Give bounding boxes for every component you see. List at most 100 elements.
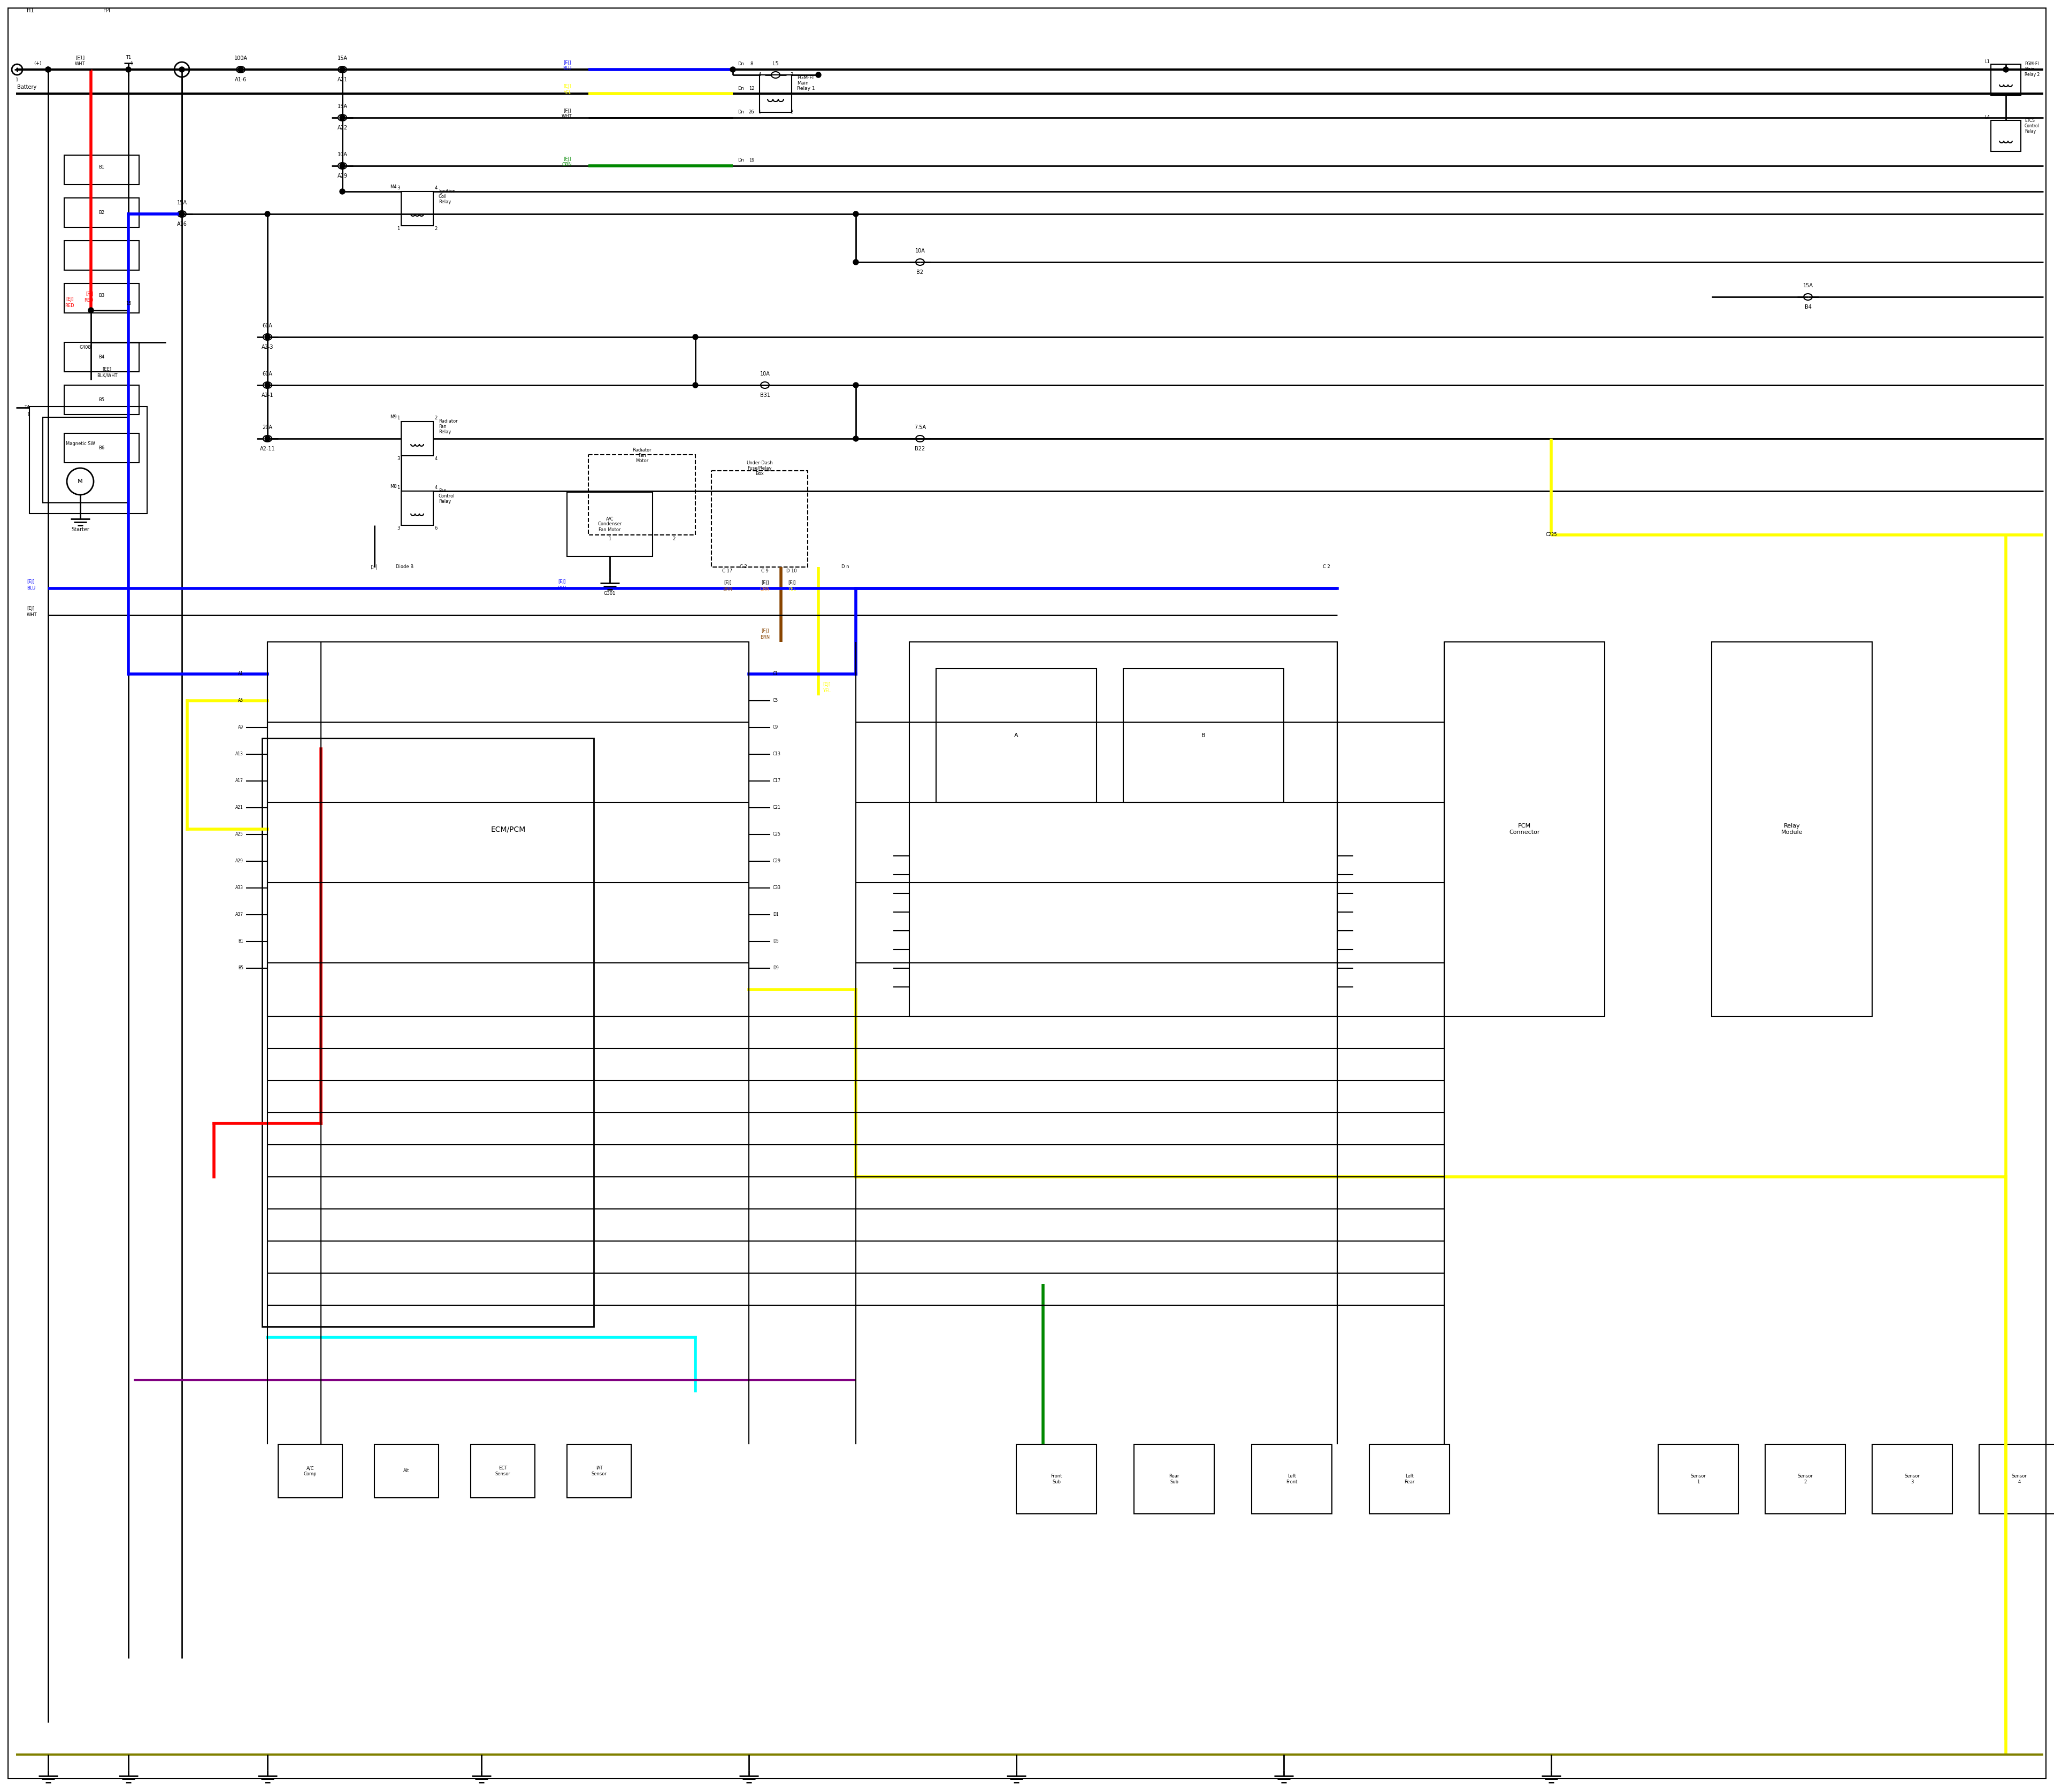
Text: Left
Rear: Left Rear — [1405, 1473, 1415, 1484]
Text: C25: C25 — [772, 831, 781, 837]
Bar — [1711, 642, 1871, 1016]
Text: [EE]: [EE] — [103, 367, 111, 371]
Bar — [64, 434, 140, 462]
Text: 1: 1 — [608, 538, 612, 541]
Text: BLU: BLU — [563, 66, 571, 72]
Text: BRN: BRN — [760, 634, 770, 640]
Circle shape — [692, 382, 698, 387]
Bar — [401, 421, 433, 455]
Text: B22: B22 — [914, 446, 924, 452]
Text: Under-Dash: Under-Dash — [746, 461, 772, 466]
Bar — [1370, 1444, 1450, 1514]
Text: 20A: 20A — [263, 425, 273, 430]
Text: 1: 1 — [758, 109, 760, 115]
Text: 10A: 10A — [337, 152, 347, 158]
Text: ETCS: ETCS — [2025, 118, 2036, 124]
Text: Relay: Relay — [440, 199, 452, 204]
Bar — [937, 668, 1097, 803]
Circle shape — [265, 335, 271, 340]
Text: 4: 4 — [435, 186, 438, 190]
Bar — [1251, 1444, 1331, 1514]
Text: IAT
Sensor: IAT Sensor — [592, 1466, 606, 1477]
Bar — [1990, 65, 2021, 95]
Text: Magnetic SW: Magnetic SW — [66, 441, 94, 446]
Text: C13: C13 — [772, 753, 781, 756]
Text: Radiator: Radiator — [440, 419, 458, 425]
Text: A1: A1 — [238, 672, 242, 676]
Text: 3: 3 — [396, 457, 401, 461]
Text: 1: 1 — [396, 226, 401, 231]
Text: B5: B5 — [99, 398, 105, 401]
Text: 15A: 15A — [337, 104, 347, 109]
Text: Sensor
2: Sensor 2 — [1797, 1473, 1814, 1484]
Text: C17: C17 — [772, 778, 781, 783]
Text: B2: B2 — [99, 210, 105, 215]
Text: A21: A21 — [337, 77, 347, 82]
Bar — [401, 192, 433, 226]
Text: Sensor
3: Sensor 3 — [1904, 1473, 1920, 1484]
Text: Front
Sub: Front Sub — [1052, 1473, 1062, 1484]
Text: A5: A5 — [238, 699, 242, 702]
Text: [EJ]: [EJ] — [563, 84, 571, 90]
Circle shape — [265, 382, 271, 387]
Circle shape — [45, 66, 51, 72]
Text: T1: T1 — [125, 56, 131, 61]
Text: 7.5A: 7.5A — [914, 425, 926, 430]
Text: C29: C29 — [772, 858, 781, 864]
Text: B3: B3 — [99, 294, 105, 303]
Text: [EJ]: [EJ] — [66, 297, 74, 303]
Bar — [263, 738, 594, 1326]
Text: (+): (+) — [33, 61, 41, 66]
Text: B1: B1 — [99, 165, 105, 176]
Text: B4: B4 — [99, 355, 105, 360]
Bar — [64, 156, 140, 185]
Text: G301: G301 — [604, 591, 616, 597]
Text: M9: M9 — [390, 414, 396, 419]
Circle shape — [339, 115, 345, 120]
Text: 10A: 10A — [914, 249, 924, 253]
Text: A33: A33 — [236, 885, 242, 891]
Text: B: B — [1202, 733, 1206, 738]
Text: Diode B: Diode B — [396, 564, 413, 570]
Text: 10A: 10A — [760, 371, 770, 376]
Text: Ignition: Ignition — [440, 190, 456, 194]
Text: BLK/WHT: BLK/WHT — [97, 373, 117, 378]
Text: 19: 19 — [750, 158, 754, 163]
Text: 1: 1 — [16, 77, 18, 82]
Text: Rear
Sub: Rear Sub — [1169, 1473, 1179, 1484]
Text: 6: 6 — [435, 527, 438, 530]
Text: 15: 15 — [125, 301, 131, 306]
Bar — [374, 1444, 440, 1498]
Circle shape — [852, 435, 859, 441]
Bar — [1134, 1444, 1214, 1514]
Text: Relay: Relay — [440, 500, 452, 504]
Text: D5: D5 — [772, 939, 778, 944]
Text: Dn: Dn — [737, 109, 744, 115]
Text: YEL: YEL — [787, 588, 795, 591]
Circle shape — [339, 188, 345, 194]
Text: A21: A21 — [236, 805, 242, 810]
Text: Relay 2: Relay 2 — [2025, 72, 2040, 77]
Text: C 17: C 17 — [723, 568, 733, 573]
Text: L1: L1 — [1984, 59, 1990, 65]
Bar — [64, 342, 140, 371]
Text: A16: A16 — [177, 222, 187, 228]
Circle shape — [852, 260, 859, 265]
Bar — [401, 491, 433, 525]
Text: Alt: Alt — [403, 1469, 409, 1473]
Text: Motor: Motor — [635, 459, 649, 464]
Text: C 2: C 2 — [1323, 564, 1331, 570]
Text: Control: Control — [440, 495, 454, 498]
Bar — [277, 1444, 343, 1498]
Text: [EJ]: [EJ] — [563, 108, 571, 113]
Circle shape — [179, 211, 185, 217]
Text: [EJ]: [EJ] — [559, 579, 565, 584]
Text: [EJ]: [EJ] — [762, 629, 768, 634]
Text: BLU: BLU — [27, 586, 35, 590]
Text: Fuse/Relay: Fuse/Relay — [748, 466, 772, 471]
Text: A2-11: A2-11 — [259, 446, 275, 452]
Bar — [1764, 1444, 1844, 1514]
Text: M: M — [78, 478, 82, 484]
Bar — [711, 471, 807, 566]
Text: 60A: 60A — [263, 323, 273, 328]
